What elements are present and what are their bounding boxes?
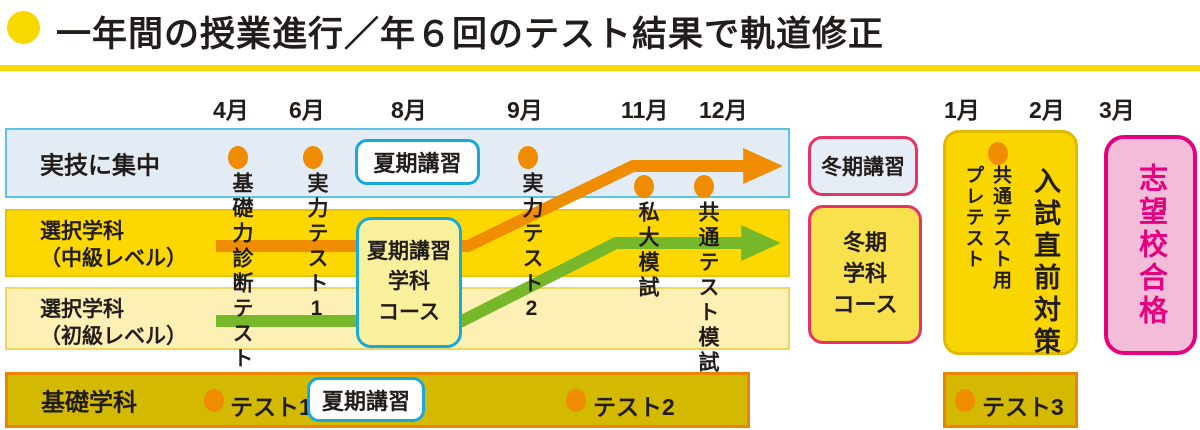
row-basic-label: 基礎学科 (41, 389, 137, 417)
winter-course-box: 冬期講習 (808, 136, 918, 196)
summer-subject-course-line1: 夏期講習 (367, 239, 451, 263)
basic-test2-label: テスト2 (593, 394, 675, 420)
private-univ-mock-label: 私大模試 (636, 201, 659, 301)
summer-subject-course-line3: コース (378, 300, 440, 324)
month-label-mar: 3月 (1099, 97, 1135, 123)
winter-subject-course-line2: 学科 (842, 261, 887, 287)
month-label-aug: 8月 (391, 97, 427, 123)
diagnostic-test-label: 基礎力診断テスト (230, 172, 253, 372)
beginner-progress-arrow (216, 225, 781, 327)
ability-test2-dot-icon (518, 146, 538, 169)
title-bullet-icon (7, 11, 40, 44)
goal-label: 志望校合格 (1134, 162, 1167, 328)
ability-test1-dot-icon (303, 146, 323, 169)
row-elective-beg-label-line2: （初級レベル） (40, 325, 187, 349)
common-pretest-label: 共通テスト用プレテスト (962, 165, 1011, 291)
summer-course-label: 夏期講習 (373, 151, 462, 176)
diagnostic-test-dot-icon (228, 146, 248, 169)
month-label-jun: 6月 (289, 97, 325, 123)
basic-test3-label: テスト3 (982, 394, 1064, 420)
common-test-mock-dot-icon (694, 175, 714, 198)
common-pretest-dot-icon (988, 142, 1008, 165)
jan-feb-prep-box (943, 130, 1078, 355)
goal-box: 志望校合格 (1104, 135, 1197, 355)
basic-test3-dot-icon (955, 389, 975, 412)
summer-subject-course-box: 夏期講習 学科 コース (356, 217, 462, 348)
winter-subject-course-line1: 冬期 (842, 230, 887, 256)
pre-exam-prep-label: 入試直前対策 (1030, 167, 1060, 359)
winter-course-label: 冬期講習 (821, 156, 905, 179)
basic-test1-dot-icon (204, 389, 224, 412)
basic-summer-course-box: 夏期講習 (307, 377, 425, 422)
ability-test2-label: 実力テスト2 (520, 172, 543, 324)
month-label-nov: 11月 (621, 97, 669, 123)
common-test-mock-label: 共通テスト模試 (696, 201, 719, 376)
row-elective-mid-label-line2: （中級レベル） (40, 247, 187, 271)
intermediate-progress-arrow (216, 148, 783, 252)
row-elective-beg-label-line1: 選択学科 (40, 298, 124, 321)
month-label-sep: 9月 (507, 97, 543, 123)
page-title: 一年間の授業進行／年６回のテスト結果で軌道修正 (56, 15, 885, 54)
basic-test1-label: テスト1 (230, 394, 312, 420)
winter-subject-course-line3: コース (832, 291, 898, 317)
basic-test2-dot-icon (566, 389, 586, 412)
row-practical-label: 実技に集中 (40, 152, 160, 180)
summer-subject-course-line2: 学科 (388, 270, 430, 294)
title-divider (0, 65, 1200, 71)
row-elective-mid-label-line1: 選択学科 (40, 220, 124, 243)
private-univ-mock-dot-icon (634, 175, 654, 198)
month-label-apr: 4月 (213, 97, 249, 123)
ability-test1-label: 実力テスト1 (305, 172, 328, 324)
month-label-feb: 2月 (1029, 97, 1065, 123)
summer-course-box: 夏期講習 (355, 139, 480, 185)
month-label-dec: 12月 (699, 97, 748, 123)
winter-subject-course-box: 冬期 学科 コース (808, 205, 922, 344)
month-label-jan: 1月 (944, 97, 980, 123)
basic-summer-course-label: 夏期講習 (321, 388, 410, 414)
